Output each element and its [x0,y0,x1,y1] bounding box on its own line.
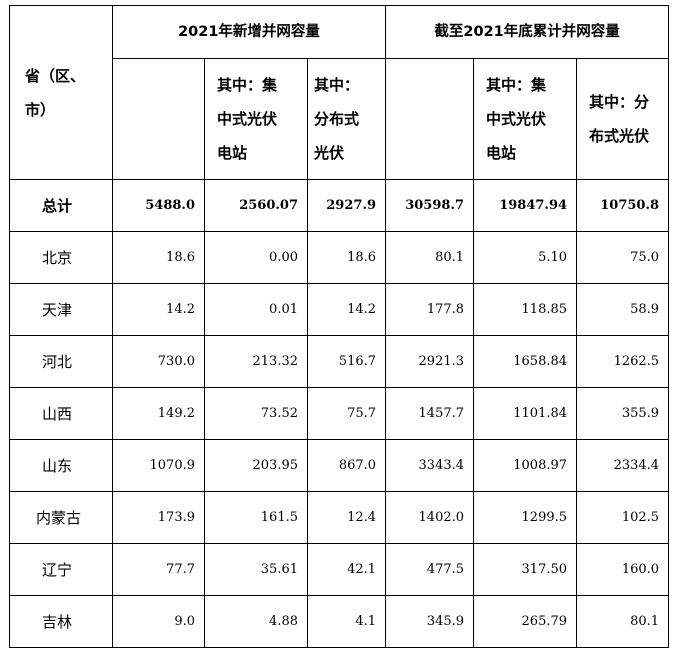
cum-central-cell: 5.10 [473,231,578,284]
cum-central-header: 其中：集 中式光伏 电站 [473,58,578,180]
new-distributed-cell: 14.2 [306,283,387,336]
cum-distributed-cell: 102.5 [576,491,670,544]
cum-distributed-cell: 1262.5 [576,335,670,388]
cum-distributed-cell: 355.9 [576,387,670,440]
cum-distributed-cell: 80.1 [576,595,670,648]
pv-capacity-table: 省（区、 市） 2021年新增并网容量 截至2021年底累计并网容量 其中：集 … [9,5,670,648]
province-cell: 吉林 [9,595,113,648]
province-cell: 河北 [9,335,113,388]
cum-central-cell: 1008.97 [473,439,578,492]
new-distributed-cell: 12.4 [306,491,387,544]
cum-total-cell: 3343.4 [385,439,475,492]
new-central-cell: 161.5 [204,491,308,544]
cum-distributed-header: 其中：分 布式光伏 [576,58,670,180]
new-central-cell: 73.52 [204,387,308,440]
new-total-cell: 149.2 [112,387,205,440]
header-row-subcolumns: 其中：集 中式光伏 电站 其中： 分布式 光伏 其中：集 中式光伏 电站 其中：… [10,58,670,180]
new-total-cell: 18.6 [112,231,205,284]
new-distributed-cell: 4.1 [306,595,387,648]
cum-distributed-cell: 10750.8 [576,179,670,232]
cum-total-cell: 1457.7 [385,387,475,440]
new-distributed-header: 其中： 分布式 光伏 [306,58,387,180]
cum-central-cell: 1299.5 [473,491,578,544]
cum-total-cell: 1402.0 [385,491,475,544]
cum-central-cell: 265.79 [473,595,578,648]
cum-distributed-cell: 58.9 [576,283,670,336]
province-cell: 北京 [9,231,113,284]
new-total-cell: 730.0 [112,335,205,388]
new-total-cell: 14.2 [112,283,205,336]
table-row-total: 总计 5488.0 2560.07 2927.9 30598.7 19847.9… [9,179,670,232]
new-distributed-cell: 867.0 [306,439,387,492]
province-cell: 山西 [9,387,113,440]
new-central-header: 其中：集 中式光伏 电站 [204,58,308,180]
cum-central-cell: 19847.94 [473,179,578,232]
new-distributed-cell: 516.7 [306,335,387,388]
new-central-cell: 2560.07 [204,179,308,232]
new-distributed-cell: 42.1 [306,543,387,596]
cum-central-cell: 317.50 [473,543,578,596]
cum-distributed-cell: 75.0 [576,231,670,284]
cum-total-cell: 2921.3 [385,335,475,388]
cum-total-cell: 30598.7 [385,179,475,232]
province-header: 省（区、 市） [9,5,113,180]
group-header-new-2021: 2021年新增并网容量 [111,5,387,59]
table-row: 河北 730.0 213.32 516.7 2921.3 1658.84 126… [9,335,670,388]
group-header-cumulative-2021: 截至2021年底累计并网容量 [385,5,670,59]
table-row: 吉林 9.0 4.88 4.1 345.9 265.79 80.1 [9,595,670,648]
table-row: 山西 149.2 73.52 75.7 1457.7 1101.84 355.9 [9,387,670,440]
cum-total-cell: 477.5 [385,543,475,596]
cum-total-cell: 80.1 [385,231,475,284]
new-total-cell: 1070.9 [112,439,205,492]
province-cell: 内蒙古 [9,491,113,544]
new-distributed-cell: 2927.9 [306,179,387,232]
new-total-cell: 5488.0 [112,179,205,232]
new-total-cell: 173.9 [112,491,205,544]
new-central-cell: 0.01 [204,283,308,336]
header-row-groups: 省（区、 市） 2021年新增并网容量 截至2021年底累计并网容量 [9,5,670,180]
cum-total-cell: 177.8 [385,283,475,336]
new-central-cell: 4.88 [204,595,308,648]
province-cell: 总计 [9,179,113,232]
province-cell: 辽宁 [9,543,113,596]
new-total-cell: 9.0 [112,595,205,648]
cum-total-cell: 345.9 [385,595,475,648]
table-row: 北京 18.6 0.00 18.6 80.1 5.10 75.0 [9,231,670,284]
new-central-cell: 35.61 [204,543,308,596]
table-row: 辽宁 77.7 35.61 42.1 477.5 317.50 160.0 [9,543,670,596]
cum-central-cell: 1101.84 [473,387,578,440]
new-distributed-cell: 18.6 [306,231,387,284]
new-total-header [112,58,205,180]
province-cell: 天津 [9,283,113,336]
province-cell: 山东 [9,439,113,492]
new-total-cell: 77.7 [112,543,205,596]
cum-total-header [385,58,475,180]
new-central-cell: 213.32 [204,335,308,388]
new-central-cell: 0.00 [204,231,308,284]
table-row: 内蒙古 173.9 161.5 12.4 1402.0 1299.5 102.5 [9,491,670,544]
cum-central-cell: 1658.84 [473,335,578,388]
new-distributed-cell: 75.7 [306,387,387,440]
new-central-cell: 203.95 [204,439,308,492]
cum-distributed-cell: 160.0 [576,543,670,596]
cum-central-cell: 118.85 [473,283,578,336]
cum-distributed-cell: 2334.4 [576,439,670,492]
table-row: 天津 14.2 0.01 14.2 177.8 118.85 58.9 [9,283,670,336]
table-row: 山东 1070.9 203.95 867.0 3343.4 1008.97 23… [9,439,670,492]
